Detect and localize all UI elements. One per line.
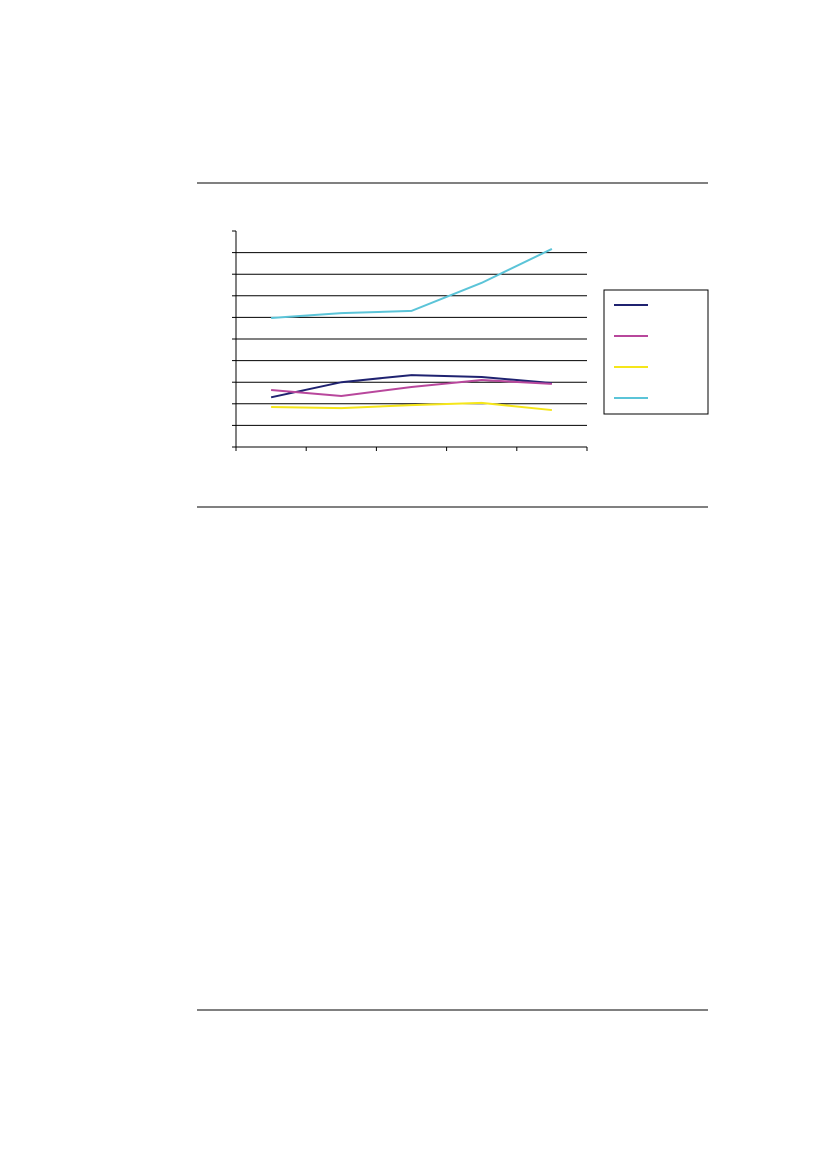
series-line <box>271 401 553 412</box>
legend-box <box>603 289 709 415</box>
series-line <box>271 248 553 320</box>
series-line <box>271 379 552 398</box>
series-line <box>270 374 552 399</box>
